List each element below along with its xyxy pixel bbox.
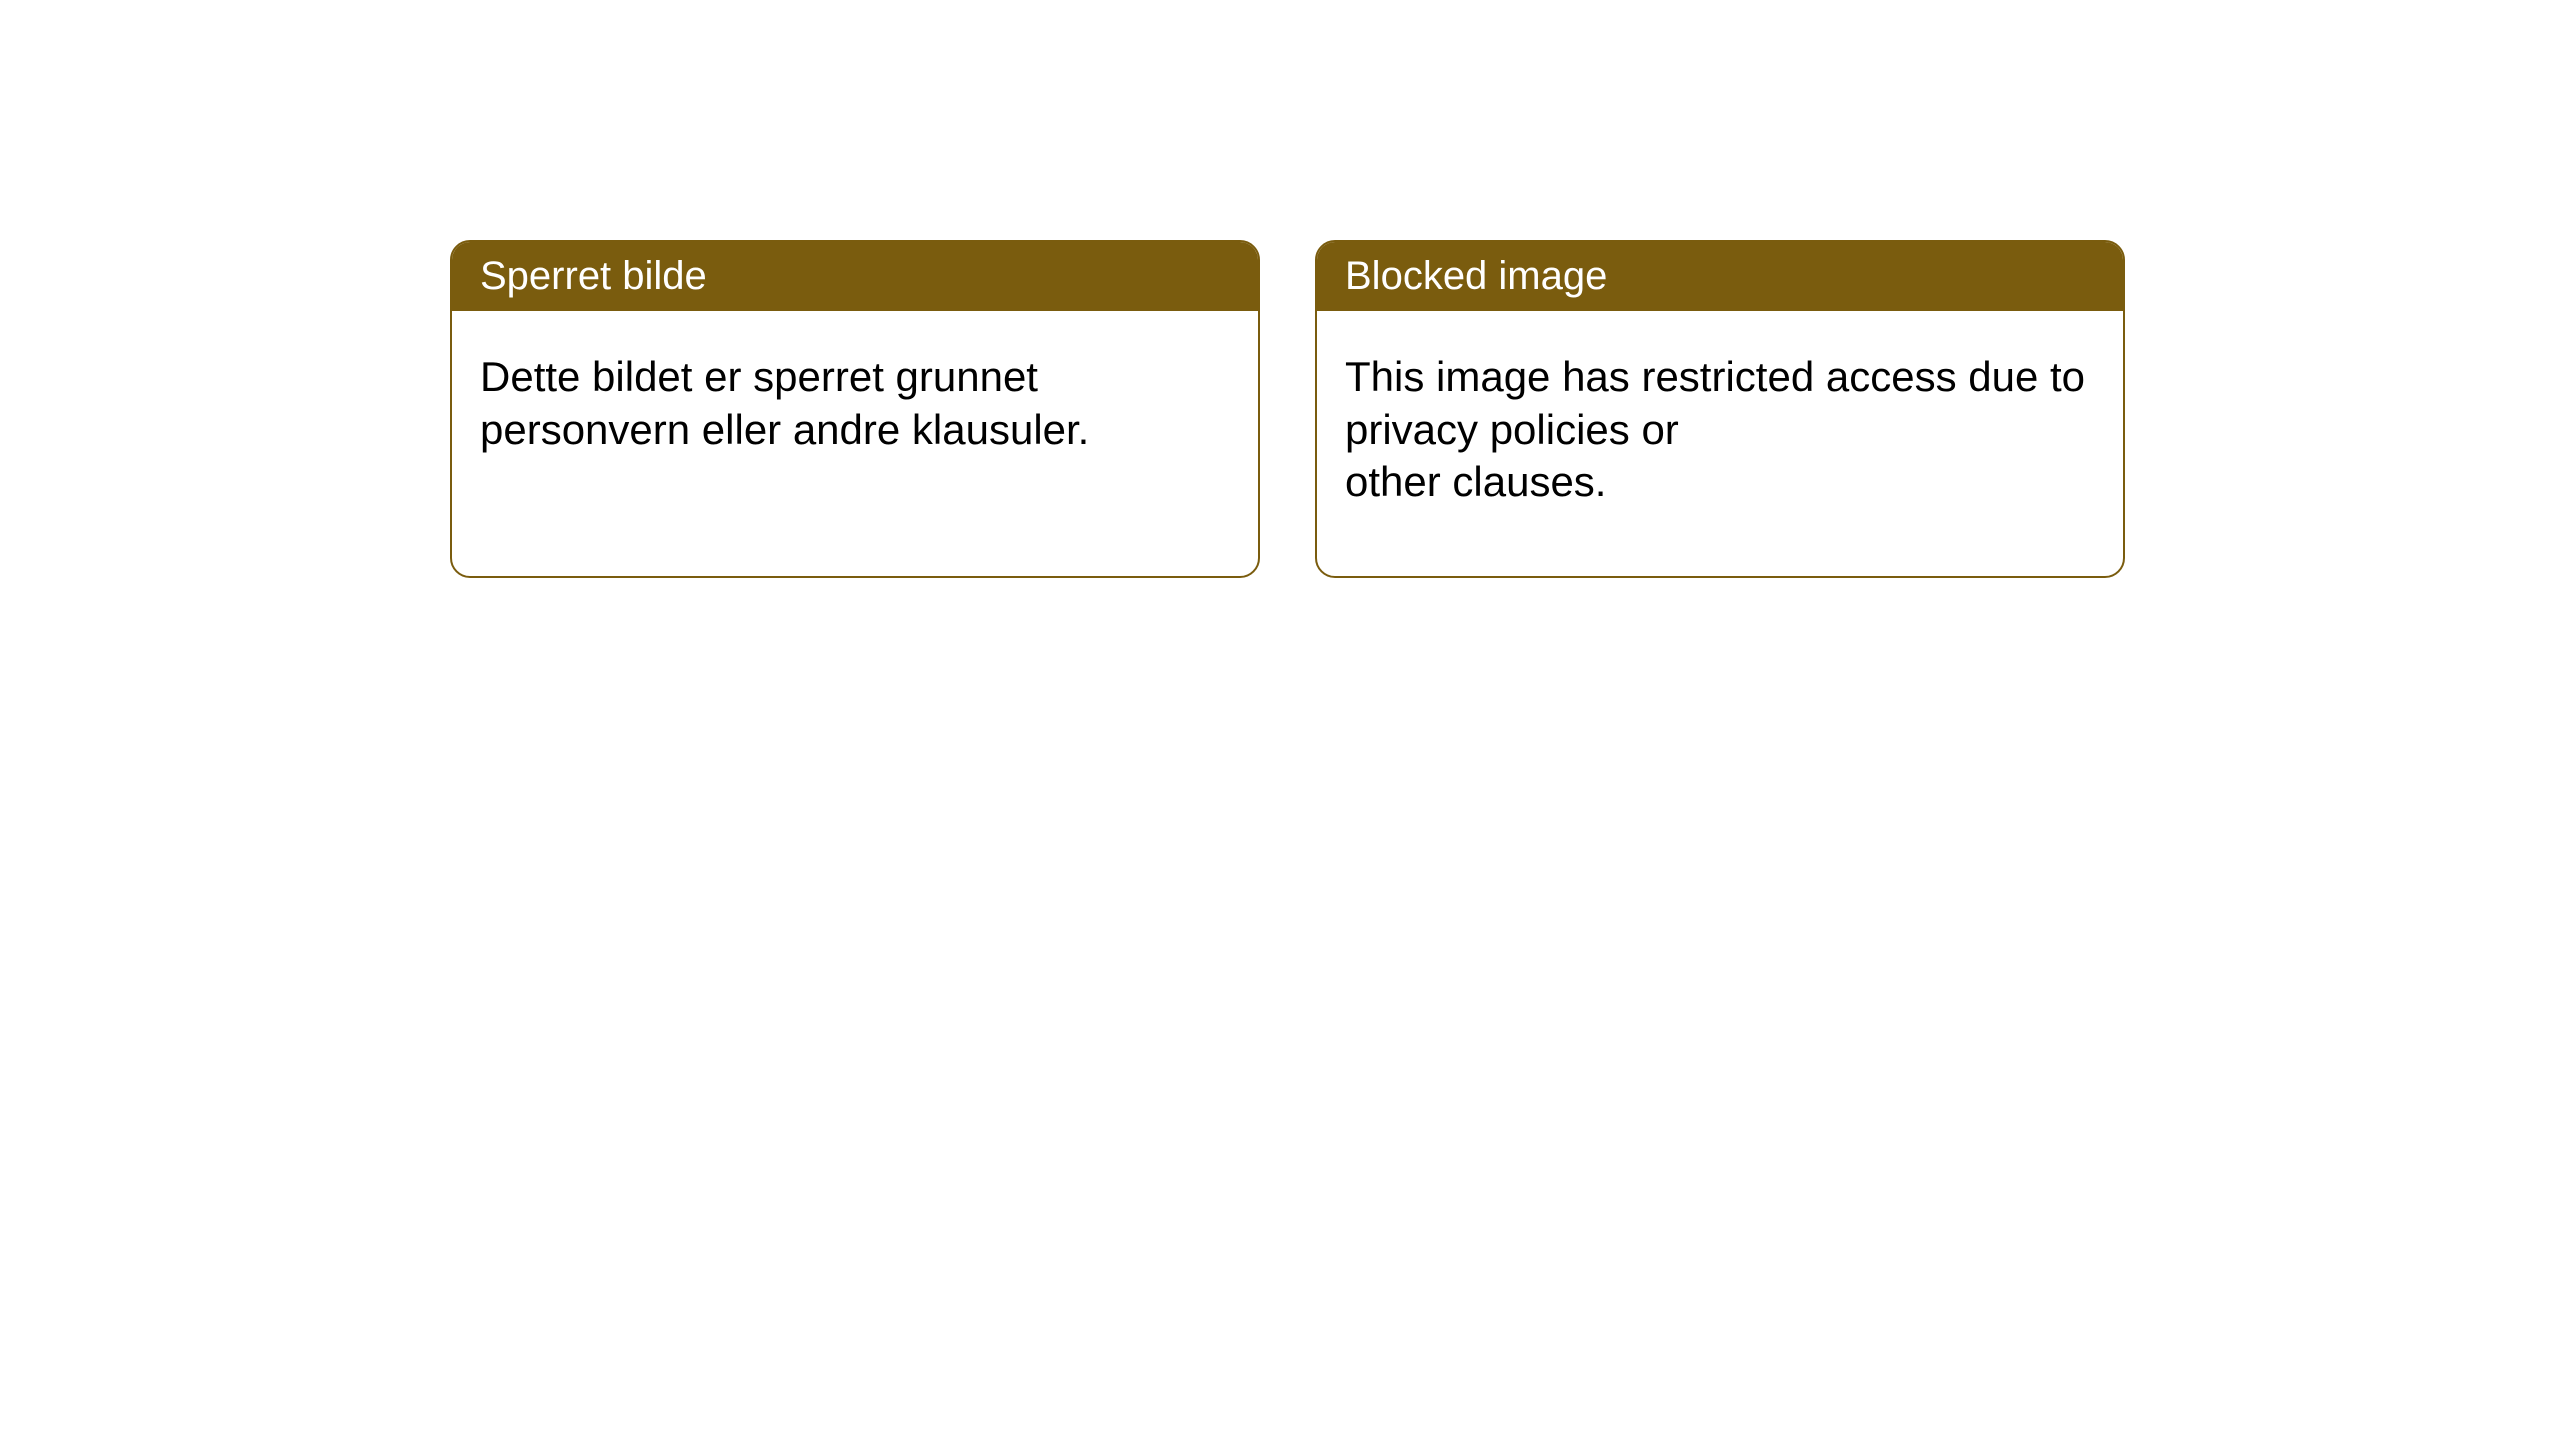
notice-header-norwegian: Sperret bilde (452, 242, 1258, 311)
notice-container: Sperret bilde Dette bildet er sperret gr… (0, 0, 2560, 578)
notice-card-english: Blocked image This image has restricted … (1315, 240, 2125, 578)
notice-body-english: This image has restricted access due to … (1317, 311, 2123, 549)
notice-body-norwegian: Dette bildet er sperret grunnet personve… (452, 311, 1258, 496)
notice-card-norwegian: Sperret bilde Dette bildet er sperret gr… (450, 240, 1260, 578)
notice-header-english: Blocked image (1317, 242, 2123, 311)
